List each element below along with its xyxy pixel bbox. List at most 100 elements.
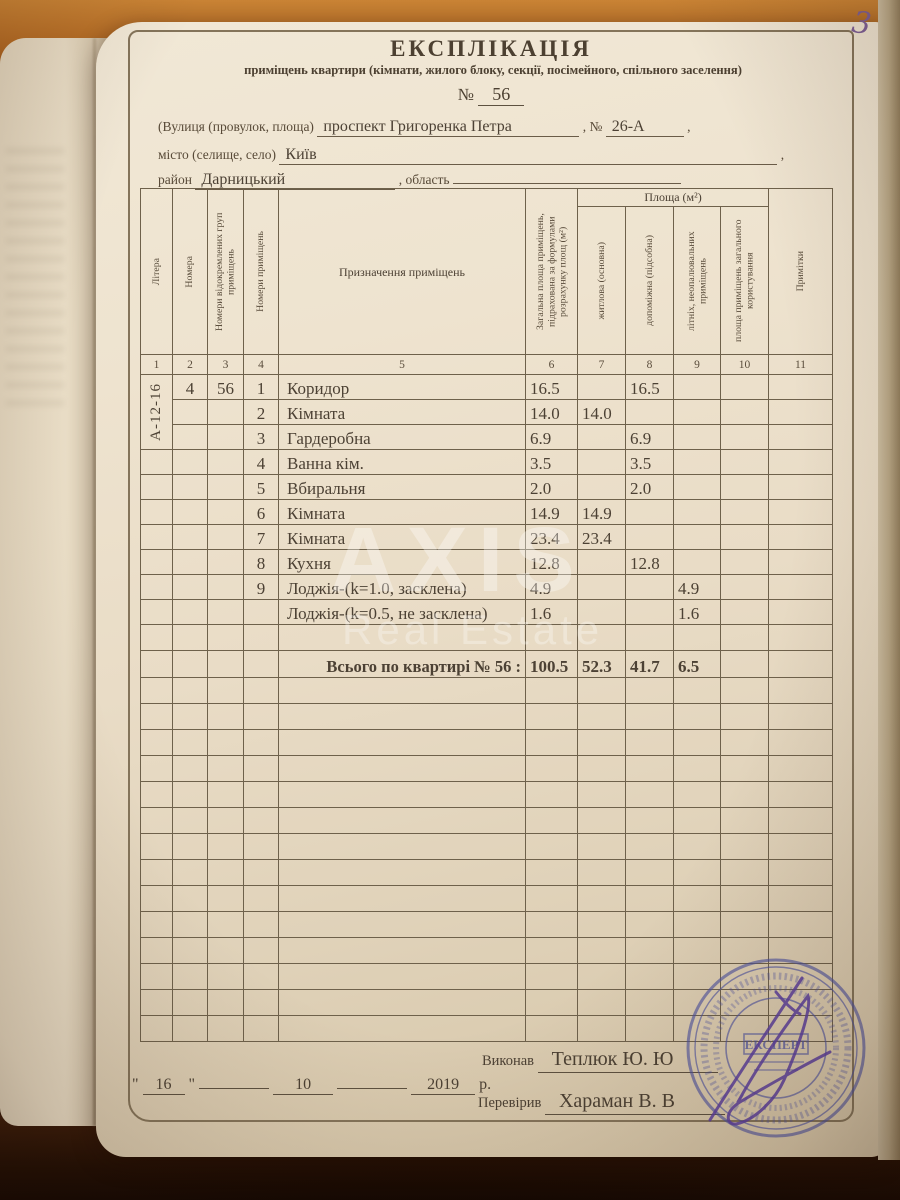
checked-value: Хараман В. В	[544, 1090, 725, 1115]
col-num: 1	[140, 354, 173, 375]
table-row	[140, 911, 834, 938]
table-row	[140, 833, 834, 860]
table-row	[140, 859, 834, 886]
empty-cell	[172, 703, 208, 730]
empty-cell	[673, 703, 721, 730]
empty-cell	[719, 781, 770, 808]
room-name-cell: Ванна кім.	[278, 449, 526, 475]
table-row: 6 Кімната 14.9 14.9	[140, 499, 834, 525]
date-month: 10	[273, 1076, 334, 1095]
empty-cell	[625, 859, 674, 886]
empty-cell	[577, 989, 626, 1016]
table-row: 2 Кімната 14.0 14.0	[141, 399, 834, 425]
col-num: 7	[577, 354, 626, 375]
litera-cell	[140, 599, 173, 625]
area-living-cell	[577, 449, 626, 475]
col-num: 8	[625, 354, 674, 375]
empty-cell	[243, 1015, 279, 1042]
note-cell	[768, 449, 834, 475]
table-row	[140, 807, 834, 834]
area-summer-cell: 4.9	[673, 574, 721, 600]
note-cell	[768, 549, 834, 575]
empty-cell	[577, 677, 626, 704]
empty-cell	[625, 1015, 674, 1042]
room-number-cell	[243, 599, 279, 625]
empty-cell	[243, 989, 279, 1016]
empty-cell	[278, 781, 526, 808]
empty-cell	[172, 729, 208, 756]
empty-cell	[768, 911, 834, 938]
col-num: 10	[719, 354, 770, 375]
col-num: 6	[525, 354, 578, 375]
empty-cell	[719, 703, 770, 730]
empty-cell	[243, 677, 279, 704]
area-summer-cell	[673, 549, 721, 575]
room-number-cell: 8	[243, 549, 279, 575]
empty-cell	[577, 807, 626, 834]
empty-cell	[673, 885, 721, 912]
area-aux-cell	[625, 599, 674, 625]
group-number-cell	[207, 549, 244, 575]
empty-cell	[577, 833, 626, 860]
street-label: (Вулиця (провулок, площа)	[158, 119, 314, 134]
room-number-cell: 1	[243, 374, 279, 400]
empty-cell	[525, 677, 578, 704]
empty-cell	[207, 624, 244, 651]
region-value	[452, 183, 681, 184]
signature-scrawl	[708, 976, 832, 1126]
area-common-cell	[719, 424, 770, 450]
litera-cell	[140, 474, 173, 500]
table-row: А-12-16 4 56 1 Коридор 16.5 16.5	[140, 374, 834, 450]
area-common-cell	[719, 399, 770, 425]
group-number-cell	[207, 574, 244, 600]
empty-cell	[207, 1015, 244, 1042]
area-aux-cell: 16.5	[625, 374, 674, 400]
empty-cell	[278, 1015, 526, 1042]
empty-cell	[207, 729, 244, 756]
nomer-cell: 4	[172, 374, 208, 400]
empty-cell	[207, 677, 244, 704]
empty-cell	[577, 781, 626, 808]
empty-cell	[625, 963, 674, 990]
empty-cell	[172, 781, 208, 808]
empty-cell	[525, 1015, 578, 1042]
room-name-cell: Лоджія-(k=0.5, не засклена)	[278, 599, 526, 625]
city-label: місто (селище, село)	[158, 147, 277, 162]
empty-cell	[243, 963, 279, 990]
empty-cell	[768, 677, 834, 704]
col-num: 2	[172, 354, 208, 375]
empty-cell	[140, 963, 173, 990]
city-comma: ,	[780, 147, 785, 162]
area-aux-cell: 2.0	[625, 474, 674, 500]
empty-cell	[625, 729, 674, 756]
table-row	[140, 755, 834, 782]
area-aux-cell	[625, 499, 674, 525]
watermark-tagline: Real Estate	[342, 606, 604, 653]
note-cell	[768, 374, 834, 400]
total-summer-cell: 6.5	[673, 650, 721, 678]
empty-cell	[140, 781, 173, 808]
building-value: 26-А	[605, 118, 684, 137]
empty-cell	[625, 624, 674, 651]
empty-cell	[243, 755, 279, 782]
empty-cell	[207, 755, 244, 782]
nomer-cell	[172, 399, 208, 425]
document-subtitle: приміщень квартири (кімнати, жилого блок…	[244, 63, 742, 77]
empty-cell	[577, 963, 626, 990]
empty-cell	[525, 911, 578, 938]
col-num: 5	[278, 354, 526, 375]
col-header-purpose: Призначення приміщень	[278, 188, 526, 355]
empty-cell	[768, 781, 834, 808]
table-row: 5 Вбиральня 2.0 2.0	[140, 474, 834, 500]
empty-cell	[243, 650, 279, 678]
col-header-summer: літніх, неопалювальних приміщень	[673, 206, 721, 355]
empty-cell	[577, 755, 626, 782]
area-total-cell: 2.0	[525, 474, 578, 500]
date-suffix: р.	[479, 1076, 492, 1093]
empty-cell	[625, 989, 674, 1016]
col-header-living: житлова (основна)	[577, 206, 626, 355]
empty-cell	[768, 885, 834, 912]
area-aux-cell: 12.8	[625, 549, 674, 575]
empty-cell	[577, 1015, 626, 1042]
empty-cell	[207, 885, 244, 912]
